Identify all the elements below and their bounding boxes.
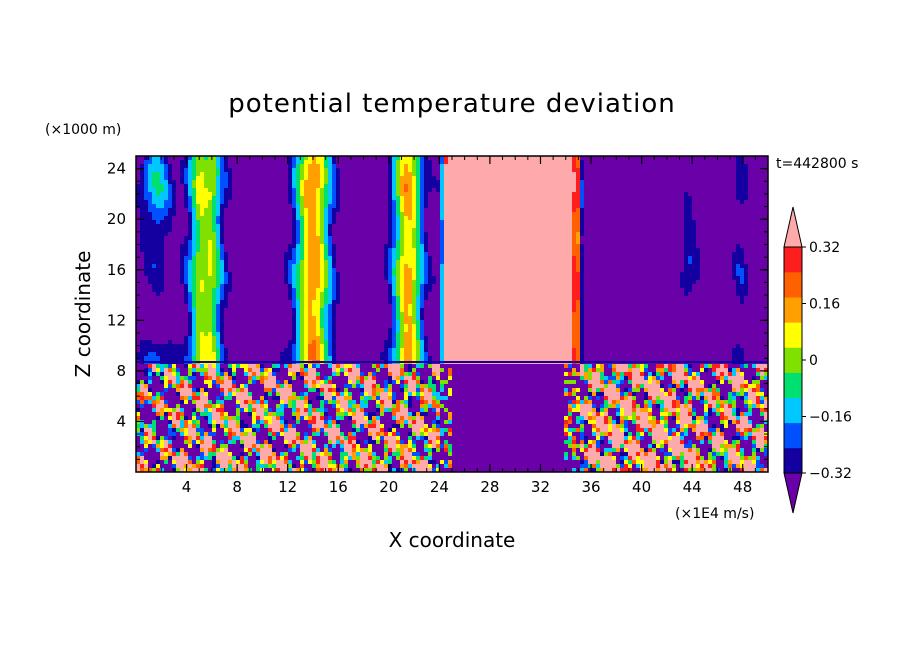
colorbar-segment xyxy=(784,247,802,273)
x-tick-label: 8 xyxy=(232,478,242,496)
x-tick-label: 16 xyxy=(329,478,348,496)
colorbar-segment xyxy=(784,297,802,323)
x-tick-label: 48 xyxy=(733,478,752,496)
y-axis-label: Z coordinate xyxy=(71,251,95,378)
colorbar-extend-high xyxy=(783,206,803,248)
colorbar-extend-low xyxy=(783,472,803,514)
colorbar-segment xyxy=(784,372,802,398)
x-unit-label: (×1E4 m/s) xyxy=(675,506,754,522)
x-tick-label: 24 xyxy=(430,478,449,496)
x-tick-label: 36 xyxy=(581,478,600,496)
colorbar-segment xyxy=(784,397,802,424)
colorbar-tick-label: −0.32 xyxy=(809,466,852,482)
x-axis: 4 8 12 16 20 24 28 32 36 40 44 48 xyxy=(148,156,756,496)
colorbar-segment xyxy=(784,422,802,449)
colorbar-tick-label: 0.16 xyxy=(809,297,840,313)
colorbar-segment xyxy=(784,447,802,474)
x-tick-label: 44 xyxy=(683,478,702,496)
colorbar-tick-label: −0.16 xyxy=(809,410,852,426)
heatmap-field xyxy=(136,156,768,472)
chart-title: potential temperature deviation xyxy=(228,89,675,119)
x-tick-label: 40 xyxy=(632,478,651,496)
y-tick-label: 24 xyxy=(107,160,126,178)
colorbar-tick-label: 0.32 xyxy=(809,240,840,256)
y-tick-label: 20 xyxy=(107,210,126,228)
x-tick-label: 32 xyxy=(531,478,550,496)
x-tick-label: 28 xyxy=(480,478,499,496)
y-tick-label: 12 xyxy=(107,311,126,329)
colorbar-tick-label: 0 xyxy=(809,353,818,369)
y-unit-label: (×1000 m) xyxy=(45,122,121,138)
y-tick-label: 16 xyxy=(107,261,126,279)
colorbar-segment xyxy=(784,322,802,348)
y-tick-label: 4 xyxy=(116,412,126,430)
time-label: t=442800 s xyxy=(776,156,858,172)
x-tick-label: 4 xyxy=(182,478,192,496)
x-axis-label: X coordinate xyxy=(389,528,516,552)
colorbar-segment xyxy=(784,347,802,373)
colorbar: 0.32 0.16 0 −0.16 −0.32 xyxy=(783,206,852,514)
y-tick-label: 8 xyxy=(116,362,126,380)
x-tick-label: 12 xyxy=(278,478,297,496)
x-tick-label: 20 xyxy=(379,478,398,496)
y-axis: 4 8 12 16 20 24 xyxy=(107,160,768,460)
colorbar-segment xyxy=(784,272,802,298)
